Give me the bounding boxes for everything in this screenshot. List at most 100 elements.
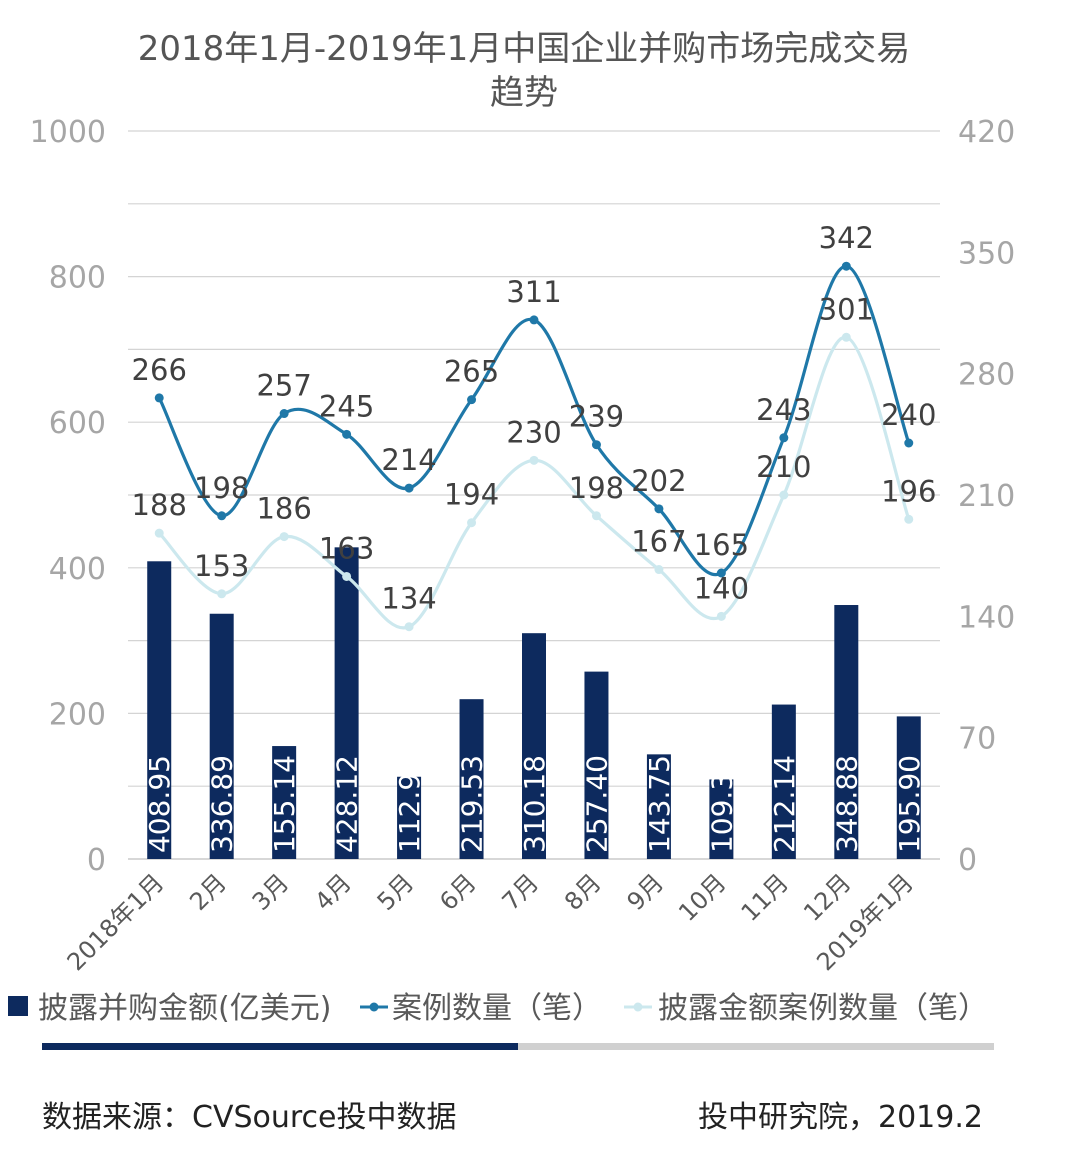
line-value-label: 311 — [506, 275, 561, 309]
line-value-label: 163 — [319, 531, 374, 565]
y-left-tick-label: 200 — [49, 697, 106, 732]
series-point — [779, 433, 789, 443]
legend-label: 披露并购金额(亿美元) — [38, 991, 331, 1026]
line-value-label: 243 — [756, 393, 811, 427]
y-left-tick-label: 400 — [49, 552, 106, 587]
bar — [209, 613, 234, 859]
y-right-tick-label: 420 — [958, 115, 1015, 150]
series-point — [841, 261, 851, 271]
bar-series: 408.95 336.89 155.14 428.12 112.96 219.53 310.… — [143, 547, 926, 859]
bar-value-label: 336.89 — [206, 755, 239, 853]
legend-swatch-point — [633, 1002, 643, 1012]
x-tick-label: 11月 — [736, 868, 794, 926]
legend-label: 披露金额案例数量（笔） — [658, 991, 988, 1026]
x-tick-label: 7月 — [497, 868, 545, 916]
series-point — [404, 483, 414, 493]
bar-value-label: 348.88 — [830, 755, 863, 853]
series-point — [467, 518, 477, 528]
bar — [459, 699, 484, 859]
series-point — [404, 622, 414, 632]
series-point — [591, 511, 601, 521]
series-point — [654, 565, 664, 575]
chart-title-line-2: 趋势 — [490, 73, 558, 113]
data-labels: 1881531861631341942301981671402103011962… — [132, 221, 937, 616]
line-value-label: 265 — [444, 355, 499, 389]
y-left-tick-label: 800 — [49, 261, 106, 296]
x-tick-label: 2月 — [184, 868, 232, 916]
legend-swatch-point — [369, 1002, 379, 1012]
series-point — [529, 455, 539, 465]
bar — [709, 779, 734, 859]
series-point — [279, 532, 289, 542]
line-value-label: 240 — [881, 398, 936, 432]
chart-title-line-1: 2018年1月-2019年1月中国企业并购市场完成交易 — [138, 29, 911, 69]
series-point — [467, 395, 477, 405]
x-tick-label: 8月 — [559, 868, 607, 916]
line-value-label: 257 — [256, 369, 311, 403]
bar — [522, 633, 546, 859]
series-point — [529, 315, 539, 325]
bar — [584, 671, 609, 859]
y-axis-left: 0 200 400 600 800 1000 — [30, 115, 106, 878]
bar — [272, 746, 297, 859]
line-value-label: 188 — [132, 488, 187, 522]
credit-note: 投中研究院，2019.2 — [698, 1100, 983, 1135]
line-value-label: 245 — [319, 389, 374, 423]
line-value-label: 186 — [256, 492, 311, 526]
y-left-tick-label: 0 — [87, 843, 106, 878]
legend-swatch-bar — [8, 996, 28, 1016]
line-series — [154, 261, 914, 632]
line-value-label: 342 — [819, 221, 874, 255]
y-right-tick-label: 70 — [958, 722, 996, 757]
series-point — [279, 409, 289, 419]
bar-value-label: 408.95 — [143, 755, 176, 853]
bar-value-label: 143.75 — [643, 755, 676, 853]
gridlines — [128, 130, 940, 860]
y-right-tick-label: 350 — [958, 236, 1015, 271]
bar-value-label: 310.18 — [518, 755, 551, 853]
source-note: 数据来源：CVSource投中数据 — [42, 1100, 457, 1135]
accent-bar-dark — [42, 1043, 518, 1050]
line-value-label: 196 — [881, 474, 936, 508]
x-tick-label: 9月 — [622, 868, 670, 916]
series-point — [716, 611, 726, 621]
bar — [771, 704, 796, 859]
series-point — [779, 490, 789, 500]
accent-bar-light — [518, 1043, 994, 1050]
legend: 披露并购金额(亿美元) 案例数量（笔） 披露金额案例数量（笔） — [8, 991, 988, 1026]
bar — [896, 716, 921, 859]
series-point — [904, 514, 914, 524]
bar-value-label: 195.90 — [893, 755, 926, 853]
bar — [397, 776, 422, 859]
series-point — [654, 504, 664, 514]
bar — [147, 561, 172, 859]
line-value-label: 266 — [132, 353, 187, 387]
line-value-label: 210 — [756, 450, 811, 484]
x-tick-label: 6月 — [434, 868, 482, 916]
legend-label: 案例数量（笔） — [392, 991, 602, 1026]
bar — [334, 547, 359, 859]
line-value-label: 134 — [381, 582, 436, 616]
x-tick-label: 3月 — [247, 868, 295, 916]
series-point — [904, 438, 914, 448]
y-left-tick-label: 600 — [49, 406, 106, 441]
y-right-tick-label: 0 — [958, 843, 977, 878]
bar — [646, 754, 671, 859]
line-value-label: 214 — [381, 443, 436, 477]
series-point — [154, 393, 164, 403]
line-value-label: 198 — [194, 471, 249, 505]
y-right-tick-label: 140 — [958, 600, 1015, 635]
x-tick-label: 12月 — [798, 868, 856, 926]
series-point — [342, 571, 352, 581]
series-point — [841, 332, 851, 342]
series-point — [342, 429, 352, 439]
chart-title: 2018年1月-2019年1月中国企业并购市场完成交易 趋势 — [138, 29, 911, 113]
series-point — [154, 528, 164, 538]
y-left-tick-label: 1000 — [30, 115, 106, 150]
y-right-tick-label: 210 — [958, 479, 1015, 514]
x-tick-label: 4月 — [309, 868, 357, 916]
series-point — [217, 589, 227, 599]
x-tick-label: 10月 — [673, 868, 731, 926]
line-value-label: 230 — [506, 415, 561, 449]
